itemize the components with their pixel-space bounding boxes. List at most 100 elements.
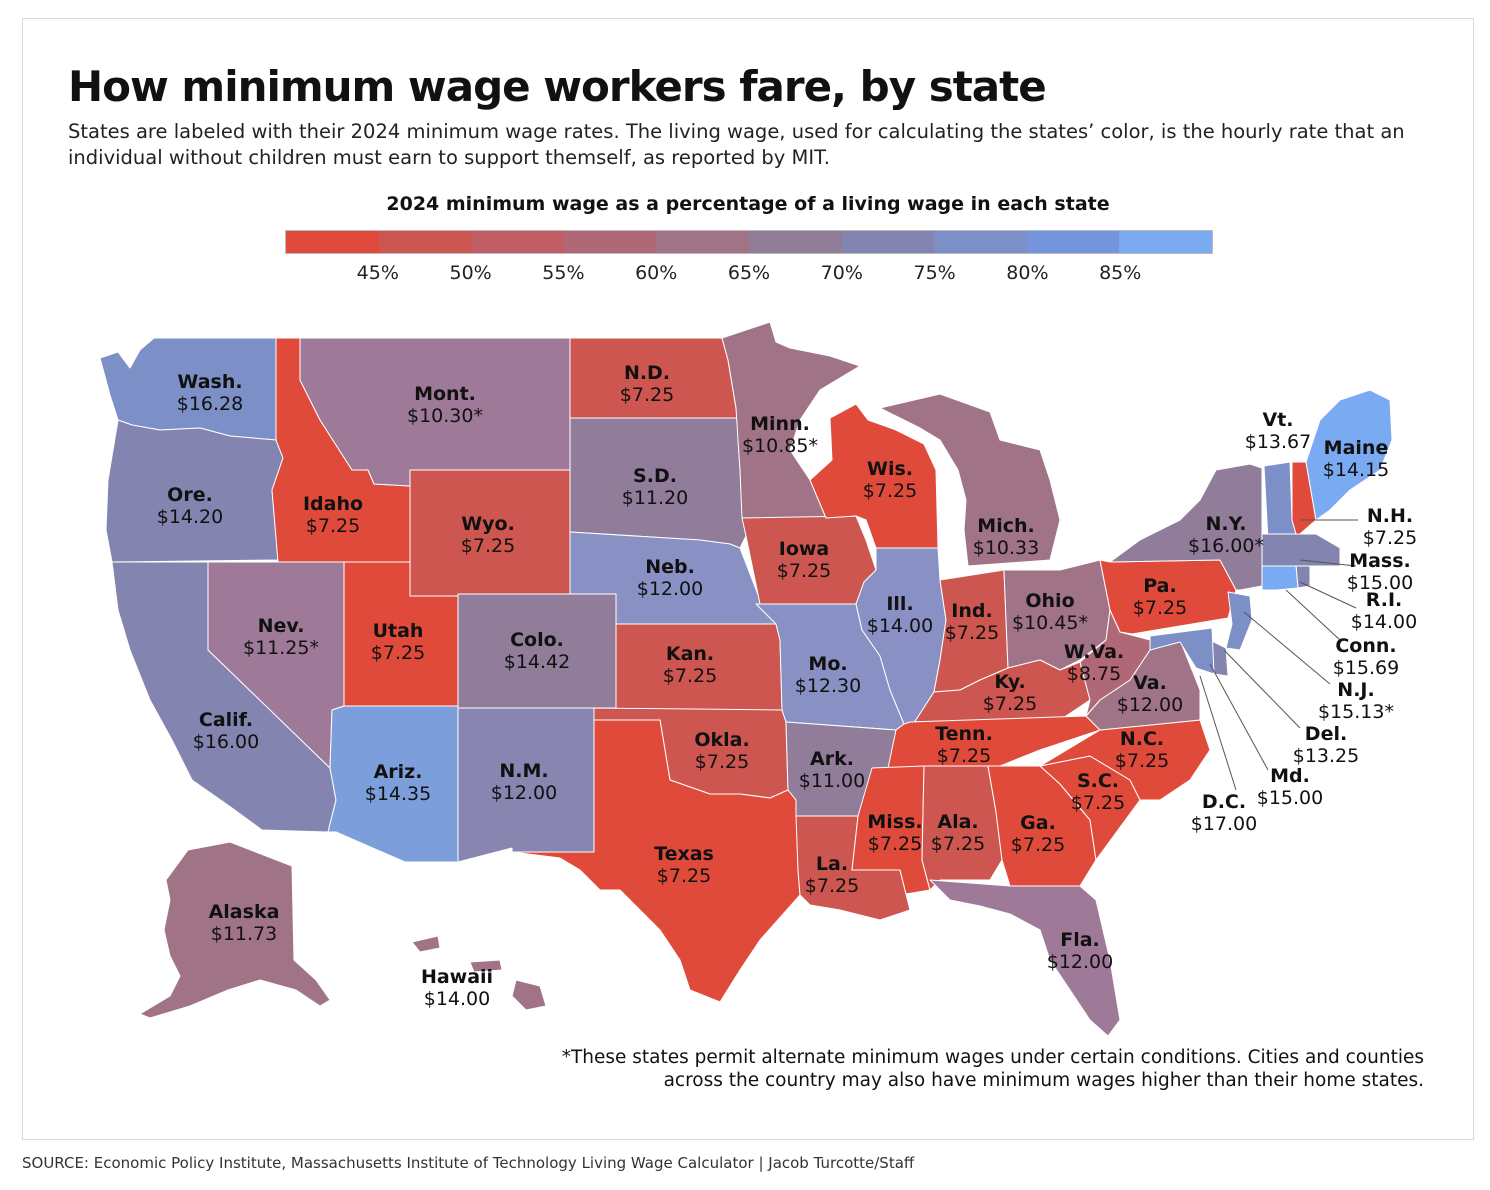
legend-swatch — [471, 231, 564, 253]
state-shape-maine — [1305, 389, 1393, 521]
state-wage: $15.13* — [1318, 701, 1394, 723]
state-wage: $11.00 — [799, 770, 865, 792]
state-wage: $17.00 — [1191, 813, 1257, 835]
state-label-ky: Ky.$7.25 — [983, 671, 1037, 715]
state-name: R.I. — [1366, 589, 1403, 611]
state-label-sc: S.C.$7.25 — [1071, 770, 1125, 814]
state-name: Ala. — [937, 811, 978, 833]
state-label-okla: Okla.$7.25 — [694, 729, 749, 773]
state-name: Ga. — [1020, 812, 1056, 834]
state-wage: $7.25 — [371, 642, 425, 664]
state-shape-vt — [1263, 461, 1297, 541]
state-wage: $7.25 — [306, 515, 360, 537]
state-name: Va. — [1133, 672, 1167, 694]
state-wage: $7.25 — [983, 693, 1037, 715]
state-wage: $10.33 — [973, 537, 1039, 559]
state-name: Ark. — [810, 748, 854, 770]
leader-line — [1223, 649, 1301, 729]
leader-line — [1243, 611, 1331, 685]
legend-tick-label: 70% — [820, 262, 863, 284]
state-wage: $12.00 — [491, 782, 557, 804]
state-label-mass: Mass.$15.00 — [1347, 550, 1413, 594]
state-wage: $11.20 — [622, 487, 688, 509]
state-name: La. — [816, 853, 848, 875]
state-name: Ky. — [994, 671, 1025, 693]
state-name: Conn. — [1335, 635, 1396, 657]
state-name: Minn. — [750, 413, 810, 435]
state-wage: $11.73 — [211, 923, 277, 945]
state-wage: $12.30 — [795, 675, 861, 697]
state-label-kan: Kan.$7.25 — [663, 643, 717, 687]
state-name: Fla. — [1060, 929, 1100, 951]
legend-swatch — [841, 231, 935, 253]
state-label-ariz: Ariz.$14.35 — [365, 761, 431, 805]
state-name: W.Va. — [1064, 641, 1124, 663]
state-label-utah: Utah$7.25 — [371, 620, 425, 664]
state-name: Utah — [373, 620, 424, 642]
state-label-md: Md.$15.00 — [1257, 765, 1323, 809]
state-label-fla: Fla.$12.00 — [1047, 929, 1113, 973]
state-name: Okla. — [694, 729, 749, 751]
state-label-neb: Neb.$12.00 — [637, 556, 703, 600]
state-name: Idaho — [303, 493, 363, 515]
leader-line — [1299, 559, 1357, 567]
state-shape-nj — [1225, 591, 1253, 651]
state-name: Ill. — [886, 593, 913, 615]
state-label-ga: Ga.$7.25 — [1011, 812, 1065, 856]
state-shape-alaska — [139, 841, 331, 1019]
source-credit: SOURCE: Economic Policy Institute, Massa… — [22, 1154, 915, 1172]
state-label-ohio: Ohio$10.45* — [1012, 590, 1088, 634]
state-label-iowa: Iowa$7.25 — [777, 538, 831, 582]
state-wage: $13.25 — [1293, 745, 1359, 767]
state-shape-mass — [1261, 533, 1341, 567]
legend-title: 2024 minimum wage as a percentage of a l… — [386, 193, 1110, 215]
state-wage: $14.00 — [1351, 611, 1417, 633]
legend-tick-label: 45% — [356, 262, 399, 284]
state-wage: $12.00 — [1117, 694, 1183, 716]
state-wage: $14.20 — [157, 506, 223, 528]
state-name: Ore. — [167, 484, 213, 506]
legend-tick-label: 75% — [913, 262, 956, 284]
state-label-mont: Mont.$10.30* — [407, 383, 483, 427]
state-name: N.Y. — [1206, 513, 1247, 535]
state-label-nd: N.D.$7.25 — [620, 362, 674, 406]
state-wage: $8.75 — [1067, 663, 1121, 685]
state-wage: $13.67 — [1245, 431, 1311, 453]
state-name: Iowa — [779, 538, 830, 560]
state-label-ind: Ind.$7.25 — [945, 600, 999, 644]
state-label-ri: R.I.$14.00 — [1351, 589, 1417, 633]
state-name: Del. — [1305, 723, 1347, 745]
leader-line — [1209, 663, 1269, 771]
chart-frame — [22, 18, 1474, 1140]
state-name: Mass. — [1349, 550, 1411, 572]
state-name: Wash. — [177, 371, 242, 393]
state-name: Maine — [1324, 437, 1389, 459]
state-name: Nev. — [258, 615, 305, 637]
state-wage: $7.25 — [663, 665, 717, 687]
state-name: N.M. — [499, 760, 548, 782]
state-label-pa: Pa.$7.25 — [1133, 575, 1187, 619]
state-label-la: La.$7.25 — [805, 853, 859, 897]
state-label-conn: Conn.$15.69 — [1333, 635, 1399, 679]
state-shape-minn — [721, 321, 861, 519]
state-label-wva: W.Va.$8.75 — [1064, 641, 1124, 685]
state-wage: $7.25 — [937, 745, 991, 767]
state-label-tenn: Tenn.$7.25 — [935, 723, 993, 767]
state-label-del: Del.$13.25 — [1293, 723, 1359, 767]
state-label-mo: Mo.$12.30 — [795, 653, 861, 697]
state-wage: $7.25 — [1133, 597, 1187, 619]
state-name: S.C. — [1077, 770, 1119, 792]
state-wage: $14.00 — [867, 615, 933, 637]
state-wage: $7.25 — [695, 751, 749, 773]
state-wage: $7.25 — [657, 865, 711, 887]
state-shape-ohio — [1003, 559, 1111, 671]
leader-line — [1299, 581, 1357, 609]
state-label-hawaii: Hawaii$14.00 — [421, 966, 493, 1010]
state-wage: $14.35 — [365, 783, 431, 805]
state-label-idaho: Idaho$7.25 — [303, 493, 363, 537]
state-wage: $15.00 — [1257, 787, 1323, 809]
state-label-ny: N.Y.$16.00* — [1188, 513, 1264, 557]
state-name: S.D. — [633, 465, 677, 487]
state-name: Tenn. — [935, 723, 993, 745]
